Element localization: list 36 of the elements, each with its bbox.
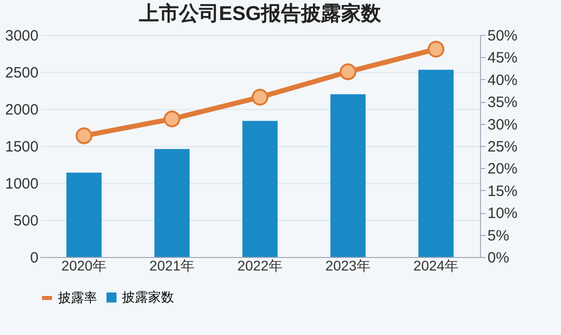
y2-tick-label: 30% [488,116,518,134]
legend-label: 披露率 [58,290,97,305]
x-tick-label: 2020年 [61,258,107,274]
y2-tick-label: 15% [488,182,518,200]
y-tick-label: 3000 [5,28,38,44]
y2-tick-label: 35% [488,94,518,112]
bar [418,70,454,257]
x-tick-label: 2022年 [237,258,283,274]
point [428,40,444,58]
y-tick-label: 0 [30,250,38,266]
y-tick-label: 1500 [5,138,38,156]
x-tick-label: 2023年 [325,258,371,274]
bar [330,94,366,257]
y2-tick-label: 40% [488,72,518,89]
y2-tick-label: 5% [488,227,510,244]
bar [66,172,102,257]
y-tick-label: 1000 [5,176,38,192]
point [340,63,356,80]
bar [154,148,190,257]
y2-tick-label: 45% [488,50,518,67]
legend-label: 披露家数 [122,290,174,304]
x-tick-label: 2024年 [413,258,459,274]
y-tick-label: 2000 [5,102,38,118]
y2-tick-label: 10% [488,205,518,222]
point [252,88,268,106]
chart-title: 上市公司ESG报告披露家数 [138,2,382,25]
y2-tick-label: 25% [488,138,518,156]
y2-tick-label: 20% [488,160,518,178]
y2-tick-label: 50% [488,28,518,44]
y-tick-label: 2500 [5,64,38,82]
bar [242,120,278,257]
y-tick-label: 500 [13,212,38,230]
x-tick-label: 2021年 [149,258,195,274]
point [164,110,180,128]
point [76,127,92,144]
y2-tick-label: 0% [488,250,510,266]
